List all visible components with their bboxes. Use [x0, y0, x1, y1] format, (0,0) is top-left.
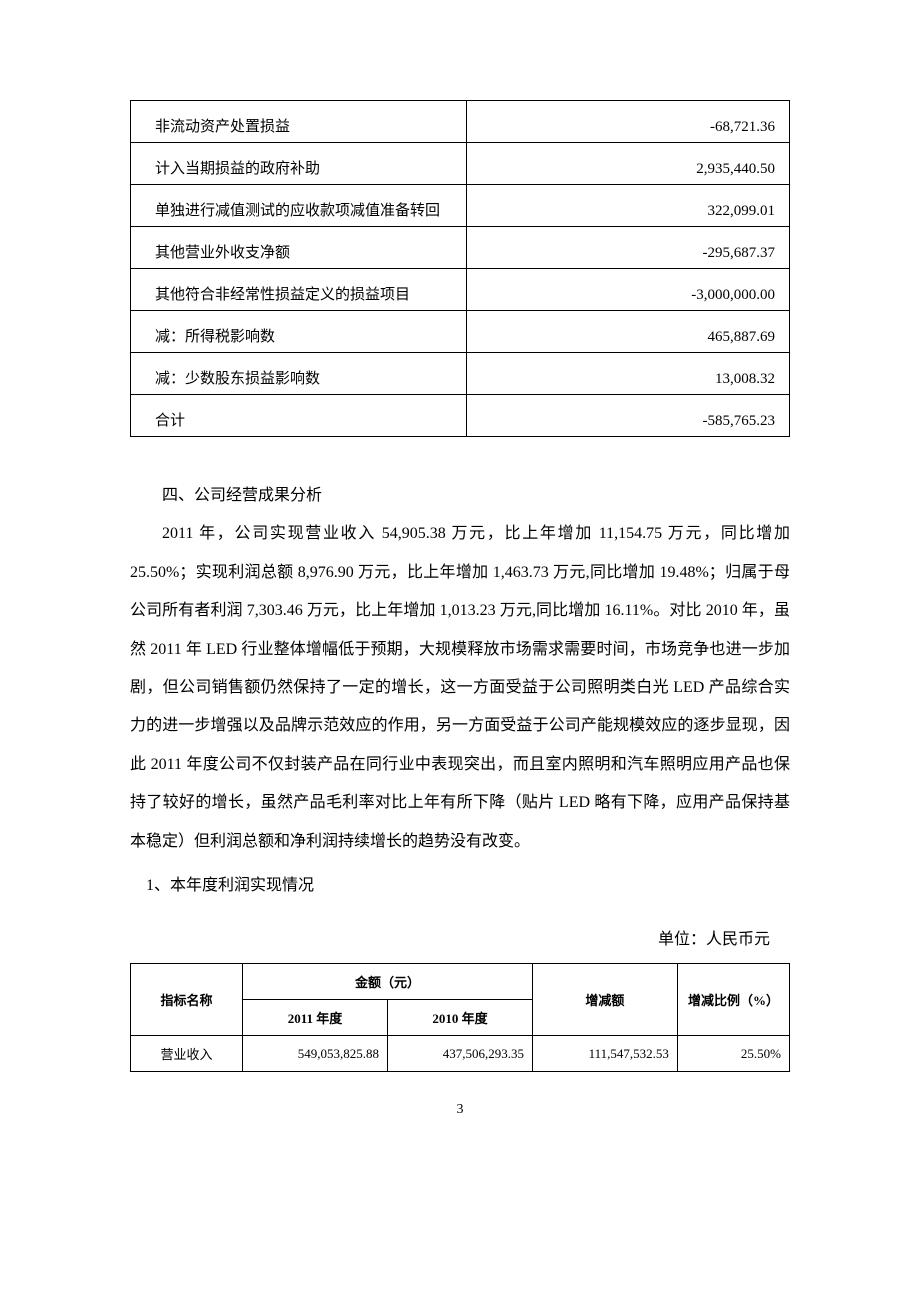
- cell-change: 111,547,532.53: [532, 1036, 677, 1072]
- item-value: 2,935,440.50: [467, 143, 790, 185]
- header-year-2011: 2011 年度: [243, 1000, 388, 1036]
- table-row: 其他营业外收支净额 -295,687.37: [131, 227, 790, 269]
- table-row: 计入当期损益的政府补助 2,935,440.50: [131, 143, 790, 185]
- item-value: 465,887.69: [467, 311, 790, 353]
- table-row: 合计 -585,765.23: [131, 395, 790, 437]
- section-paragraph: 2011 年，公司实现营业收入 54,905.38 万元，比上年增加 11,15…: [130, 515, 790, 861]
- item-value: -585,765.23: [467, 395, 790, 437]
- header-year-2010: 2010 年度: [387, 1000, 532, 1036]
- profit-realization-table: 指标名称 金额（元） 增减额 增减比例（%） 2011 年度 2010 年度 营…: [130, 963, 790, 1072]
- cell-percent: 25.50%: [677, 1036, 789, 1072]
- header-change: 增减额: [532, 964, 677, 1036]
- item-value: 322,099.01: [467, 185, 790, 227]
- non-recurring-items-table: 非流动资产处置损益 -68,721.36 计入当期损益的政府补助 2,935,4…: [130, 100, 790, 437]
- header-amount: 金额（元）: [243, 964, 533, 1000]
- item-label: 减：所得税影响数: [131, 311, 467, 353]
- header-indicator: 指标名称: [131, 964, 243, 1036]
- table-header-row: 指标名称 金额（元） 增减额 增减比例（%）: [131, 964, 790, 1000]
- item-label: 非流动资产处置损益: [131, 101, 467, 143]
- item-value: -68,721.36: [467, 101, 790, 143]
- table-row: 其他符合非经常性损益定义的损益项目 -3,000,000.00: [131, 269, 790, 311]
- table-row: 单独进行减值测试的应收款项减值准备转回 322,099.01: [131, 185, 790, 227]
- item-label: 其他营业外收支净额: [131, 227, 467, 269]
- table-row: 减：少数股东损益影响数 13,008.32: [131, 353, 790, 395]
- section-heading: 四、公司经营成果分析: [130, 477, 790, 515]
- currency-unit: 单位：人民币元: [130, 925, 790, 949]
- item-label: 计入当期损益的政府补助: [131, 143, 467, 185]
- item-value: 13,008.32: [467, 353, 790, 395]
- subsection-heading: 1、本年度利润实现情况: [130, 867, 790, 905]
- document-page: 非流动资产处置损益 -68,721.36 计入当期损益的政府补助 2,935,4…: [0, 0, 920, 1178]
- item-value: -3,000,000.00: [467, 269, 790, 311]
- item-label: 单独进行减值测试的应收款项减值准备转回: [131, 185, 467, 227]
- item-label: 合计: [131, 395, 467, 437]
- cell-2011: 549,053,825.88: [243, 1036, 388, 1072]
- item-label: 其他符合非经常性损益定义的损益项目: [131, 269, 467, 311]
- item-label: 减：少数股东损益影响数: [131, 353, 467, 395]
- header-change-percent: 增减比例（%）: [677, 964, 789, 1036]
- table-row: 非流动资产处置损益 -68,721.36: [131, 101, 790, 143]
- table-row: 减：所得税影响数 465,887.69: [131, 311, 790, 353]
- cell-2010: 437,506,293.35: [387, 1036, 532, 1072]
- item-value: -295,687.37: [467, 227, 790, 269]
- page-number: 3: [130, 1102, 790, 1118]
- cell-indicator: 营业收入: [131, 1036, 243, 1072]
- table-row: 营业收入 549,053,825.88 437,506,293.35 111,5…: [131, 1036, 790, 1072]
